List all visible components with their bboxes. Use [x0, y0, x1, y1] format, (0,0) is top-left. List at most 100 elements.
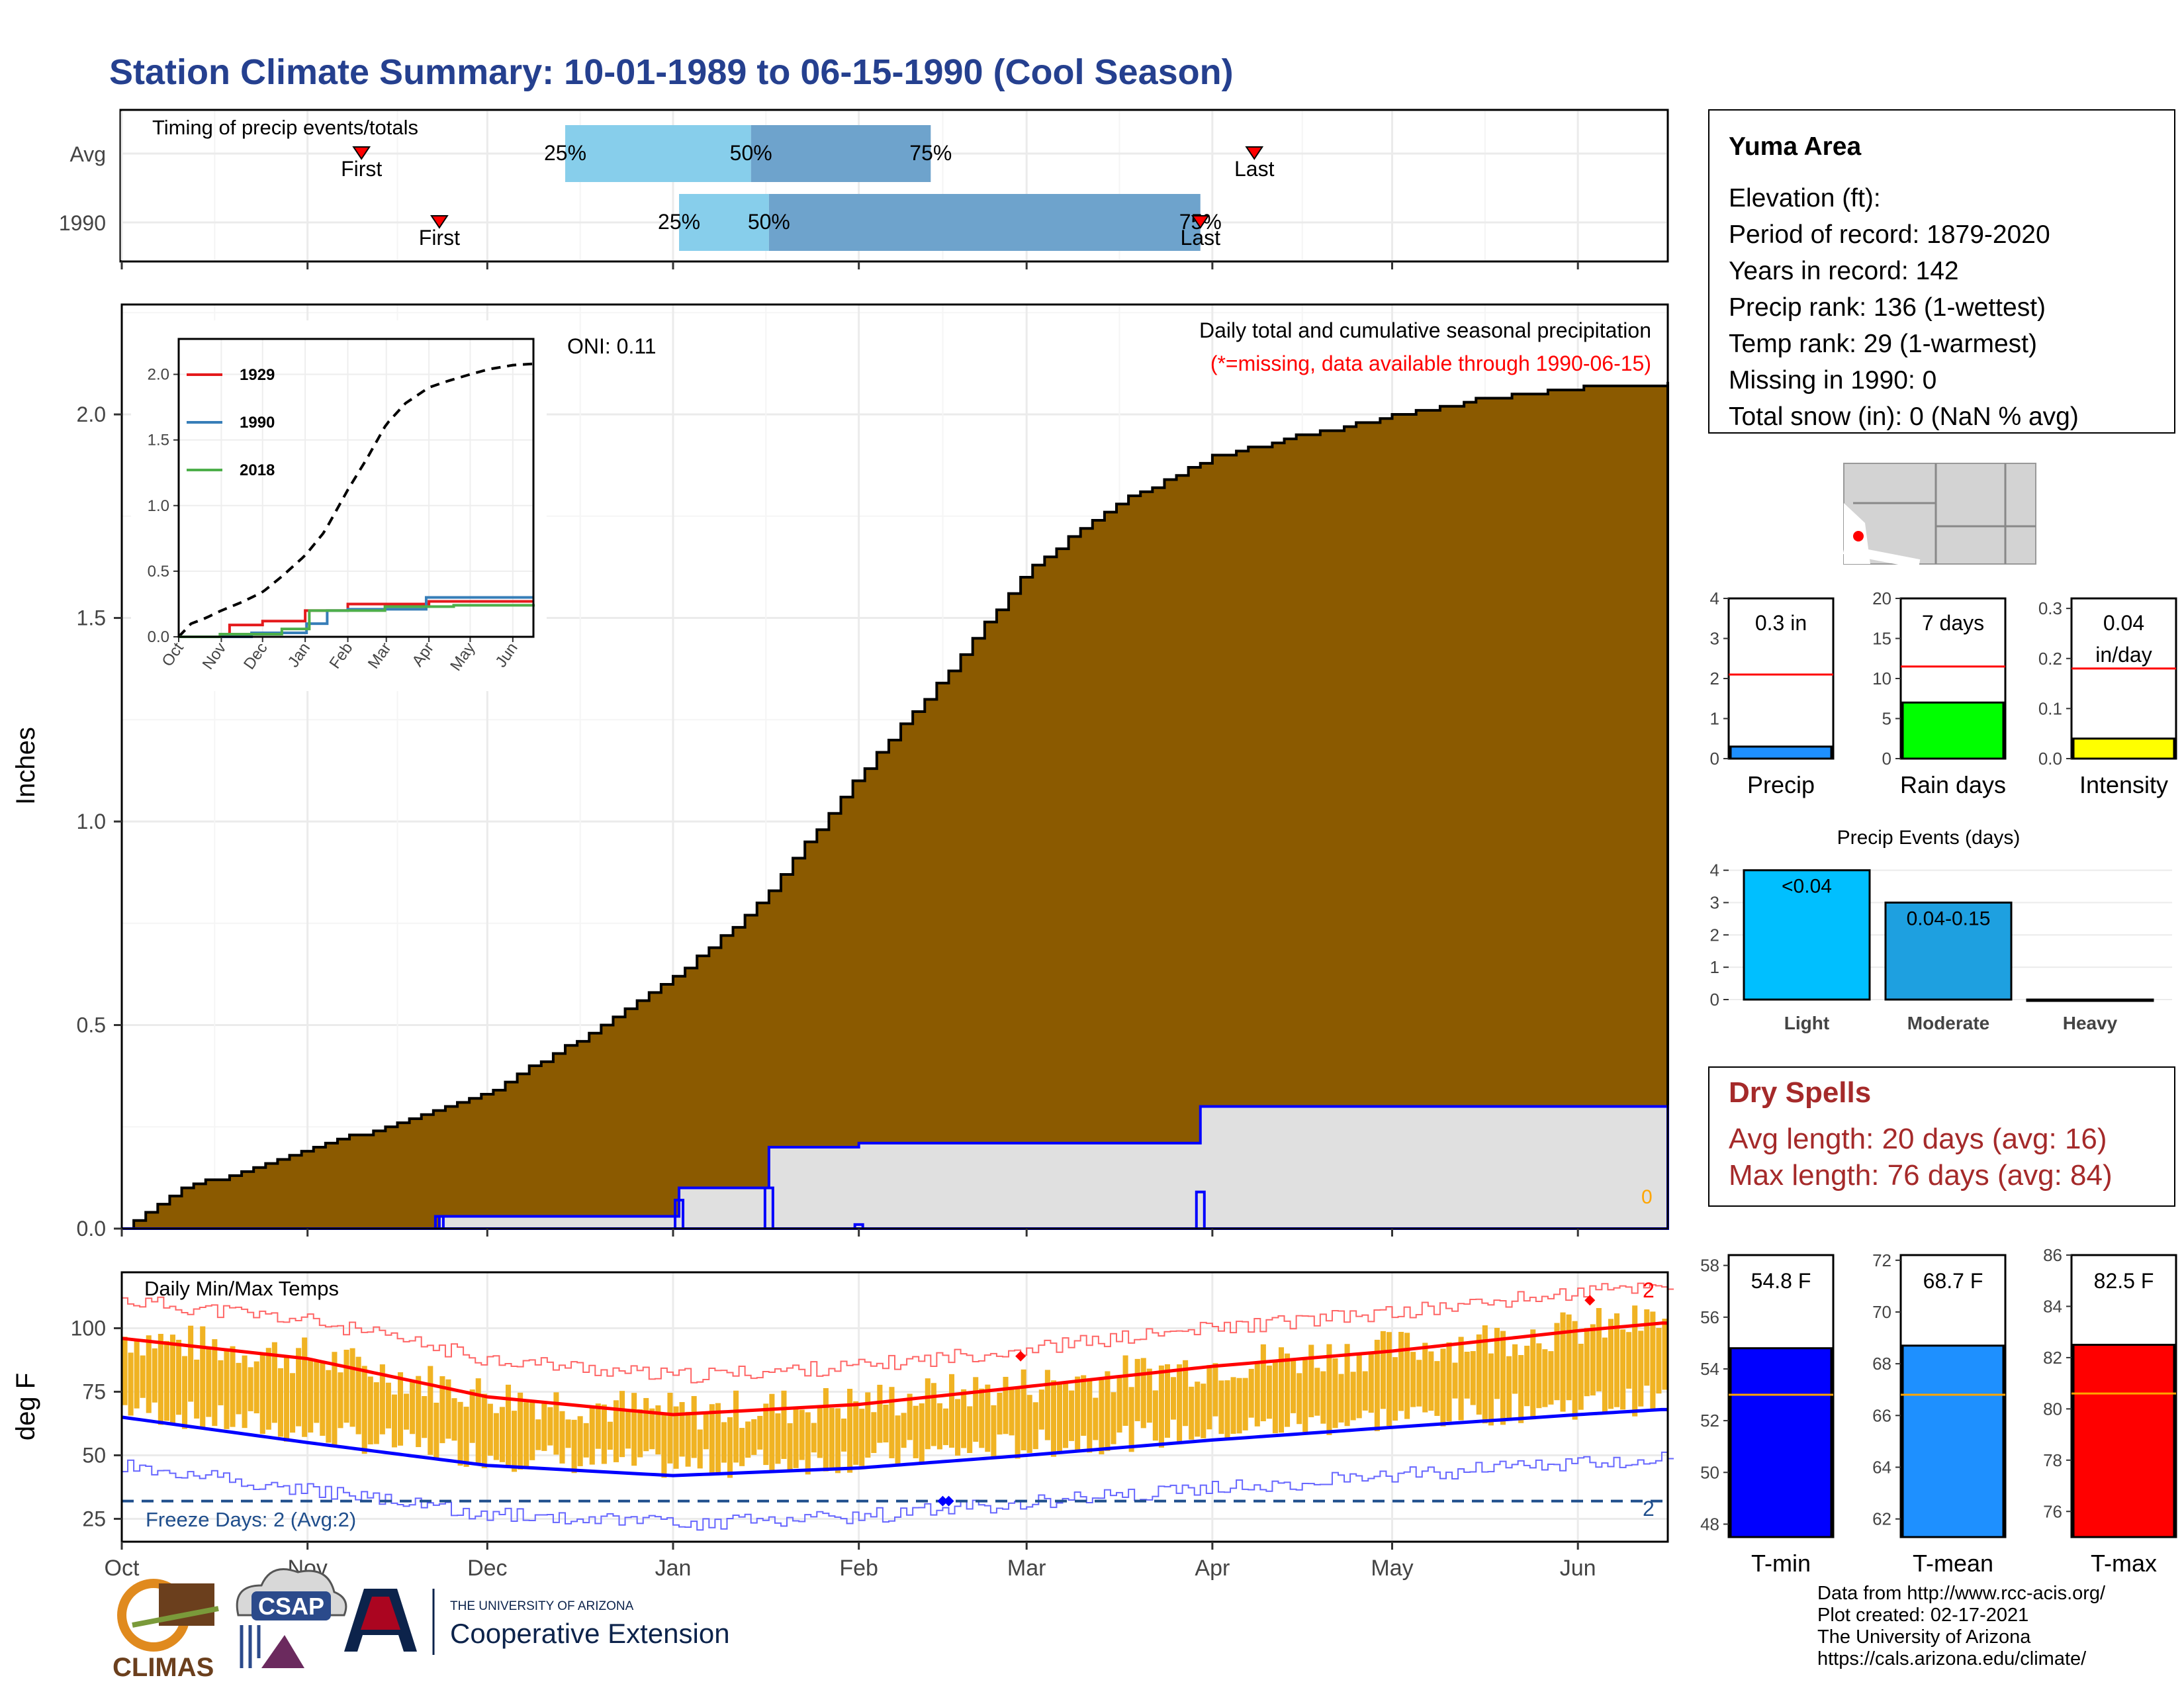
station-info-line: Missing in 1990: 0 [1729, 366, 1936, 395]
daily-temp-bar [1416, 1360, 1422, 1407]
dry-spells-title: Dry Spells [1729, 1076, 1871, 1109]
precip-events-chart: Precip Events (days) 0 1 2 3 4 <0.04 Light 0.04… [1710, 827, 2172, 1033]
daily-temp-bar [1362, 1371, 1368, 1411]
daily-temp-bar [523, 1402, 529, 1470]
daily-temp-bar [805, 1412, 811, 1475]
daily-temp-bar [1266, 1365, 1272, 1419]
station-info-frame [1708, 109, 2175, 434]
dry-spells-avg: Avg length: 20 days (avg: 16) [1729, 1123, 2107, 1155]
daily-temp-bar [1099, 1378, 1105, 1455]
daily-temp-bar [877, 1384, 883, 1443]
temp-xtick-label: Mar [1007, 1556, 1046, 1581]
mini-bar-label: Rain days [1900, 771, 2006, 798]
daily-temp-bar [871, 1412, 877, 1454]
daily-temp-bar [265, 1348, 271, 1430]
daily-temp-bar [1464, 1352, 1470, 1399]
daily-temp-bar [733, 1390, 739, 1463]
daily-temp-bar [410, 1380, 416, 1434]
daily-temp-bar [1572, 1321, 1578, 1420]
daily-temp-bar [1560, 1312, 1566, 1412]
precip-ytick-label: 0.5 [77, 1013, 106, 1037]
daily-temp-bar [829, 1407, 835, 1468]
inset-ytick-label: 0.0 [148, 628, 169, 646]
temp-panel-frame [120, 1271, 1669, 1543]
daily-temp-bar [1338, 1374, 1344, 1423]
events-ytick-label: 2 [1710, 925, 1719, 945]
daily-temp-bar [763, 1403, 769, 1466]
events-ytick-label: 4 [1710, 861, 1719, 880]
daily-temp-bar [907, 1393, 913, 1440]
temp-xtick-label: Jan [655, 1556, 692, 1581]
normal-min-line [121, 1407, 1668, 1477]
temp-summary-value-text: 68.7 F [1923, 1269, 1983, 1293]
oni-value: ONI: 0.11 [567, 334, 657, 358]
daily-temp-bar [1374, 1339, 1380, 1431]
events-title: Precip Events (days) [1837, 827, 2021, 849]
events-ytick-label: 3 [1710, 892, 1719, 912]
daily-temp-bar [811, 1423, 817, 1453]
precip-panel: 0.0 0.5 1.0 1.5 2.0 Inches Daily total and c… [11, 303, 1669, 1241]
ua-logo: THE UNIVERSITY OF ARIZONA Cooperative Ex… [344, 1589, 730, 1655]
station-info-line: Years in record: 142 [1729, 257, 1959, 285]
temp-summary-ytick-label: 84 [2043, 1296, 2062, 1316]
daily-temp-bar [1476, 1334, 1482, 1415]
daily-temp-bar [535, 1419, 541, 1450]
daily-temp-bar [1260, 1344, 1266, 1422]
daily-temp-bar [973, 1377, 979, 1442]
daily-temp-bar [625, 1409, 631, 1449]
temp-summary-ytick-label: 82 [2043, 1348, 2062, 1368]
precip-ylabel: Inches [11, 727, 40, 805]
daily-temp-bar [1212, 1363, 1218, 1417]
daily-temp-bar [283, 1356, 290, 1442]
missing-count: 0 [1641, 1186, 1653, 1208]
daily-temp-bar [1158, 1365, 1164, 1448]
precip-ytick-label: 0.0 [77, 1217, 106, 1241]
map-mexico-border [1843, 545, 1921, 569]
daily-temp-bar [955, 1399, 961, 1456]
daily-temp-bar [1009, 1388, 1015, 1436]
daily-temp-bar [583, 1423, 589, 1458]
daily-temp-bar [721, 1422, 727, 1463]
daily-temp-bar [1224, 1380, 1230, 1440]
daily-temp-bar [457, 1401, 463, 1466]
temp-summary-ytick-label: 68 [1872, 1354, 1891, 1374]
daily-temp-bar [343, 1349, 349, 1423]
daily-temp-bar [559, 1411, 565, 1464]
daily-temp-bar [589, 1407, 595, 1465]
daily-temp-bar [1662, 1319, 1668, 1390]
daily-temp-bar [1368, 1354, 1374, 1413]
daily-temp-bar [1116, 1377, 1122, 1433]
inset-year-curve [179, 604, 535, 638]
daily-temp-bar [901, 1413, 907, 1448]
freeze-day-marker [943, 1495, 954, 1507]
daily-temp-bar [655, 1405, 661, 1455]
daily-temp-bar [1308, 1344, 1314, 1417]
climas-logo-text: CLIMAS [113, 1653, 214, 1682]
observed-cumulative-precip-area [122, 1105, 1669, 1230]
daily-temp-bar [296, 1348, 302, 1427]
daily-temp-bar [1542, 1349, 1548, 1407]
daily-temp-bar [445, 1379, 451, 1439]
last-event-marker [1245, 146, 1264, 160]
footer-line-3: The University of Arizona [1817, 1626, 2031, 1648]
temp-summary-ytick-label: 72 [1872, 1250, 1891, 1270]
daily-temp-bar [385, 1382, 391, 1429]
station-info-box: Yuma Area Elevation (ft): Period of recor… [1708, 109, 2175, 434]
daily-temp-bar [865, 1392, 871, 1458]
temp-summary-label: T-max [2091, 1550, 2157, 1577]
station-name: Yuma Area [1729, 132, 1861, 161]
daily-temp-bar [1530, 1329, 1536, 1420]
map-state-lines [1853, 463, 2036, 564]
daily-temp-bar [1122, 1355, 1128, 1426]
daily-temp-bar [895, 1415, 901, 1464]
daily-temp-bar [1656, 1328, 1662, 1394]
daily-temp-bar [1177, 1364, 1183, 1444]
daily-temp-bar [175, 1339, 182, 1415]
daily-temp-bar [942, 1408, 948, 1446]
climas-logo-stripe [132, 1606, 219, 1628]
temp-summary-ytick-label: 70 [1872, 1302, 1891, 1322]
daily-temp-bar [1602, 1337, 1608, 1413]
inset-ytick-label: 1.0 [148, 497, 169, 515]
normal-max-line [121, 1321, 1668, 1417]
